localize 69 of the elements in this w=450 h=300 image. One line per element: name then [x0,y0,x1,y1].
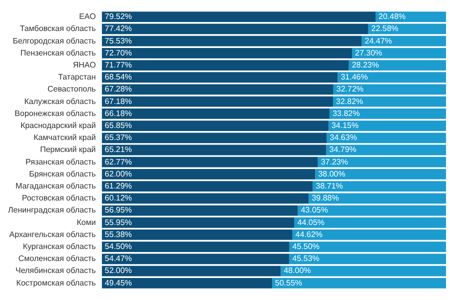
data-label: 55.38% [104,230,132,239]
data-label: 77.42% [104,24,132,34]
y-tick-label: Магаданская область [16,182,96,191]
y-tick-label: Пензенская область [20,48,96,58]
y-tick-label: Севастополь [47,84,96,94]
data-label: 45.50% [292,242,320,252]
data-label: 50.55% [275,278,302,288]
data-label: 22.58% [371,24,398,34]
data-label: 68.54% [104,72,132,82]
data-label: 62.77% [104,157,132,166]
data-label: 31.46% [340,72,368,82]
data-label: 67.28% [104,84,132,94]
data-label: 20.48% [378,12,406,22]
y-tick-label: Тамбовская область [20,24,96,34]
y-tick-label: Брянская область [29,169,96,178]
data-label: 54.47% [104,254,132,264]
y-tick-label: Калужская область [24,96,96,106]
data-label: 38.00% [318,169,346,178]
y-tick-label: Татарстан [58,72,96,82]
data-label: 39.88% [312,194,339,203]
data-label: 55.95% [104,218,132,227]
data-label: 32.72% [336,84,364,94]
y-tick-label: Курганская область [22,242,96,252]
data-label: 72.70% [104,48,132,58]
data-label: 28.23% [352,60,379,70]
data-label: 62.00% [104,169,132,178]
y-tick-label: Пермский край [40,145,96,154]
data-label: 65.85% [104,120,132,130]
y-tick-label: Челябинская область [15,266,96,276]
y-tick-label: Воронежская область [14,108,96,118]
y-tick-label: Рязанская область [26,157,96,166]
data-label: 34.15% [331,120,359,130]
data-label: 32.82% [336,96,364,106]
data-label: 61.29% [104,182,132,191]
data-label: 43.05% [300,206,328,215]
y-tick-label: Краснодарский край [20,120,96,130]
data-label: 75.53% [104,36,132,46]
data-label: 48.00% [284,266,311,276]
y-tick-label: ЕАО [79,12,96,22]
data-label: 71.77% [104,60,132,70]
y-tick-label: Архангельская область [9,230,96,239]
data-label: 65.21% [104,145,132,154]
data-label: 34.63% [330,133,357,142]
y-tick-label: ЯНАО [72,60,96,70]
data-label: 65.37% [104,133,132,142]
y-tick-label: Коми [76,218,96,227]
data-label: 34.79% [329,145,356,154]
data-label: 67.18% [104,96,132,106]
y-tick-label: Костромская область [16,278,96,288]
data-label: 44.62% [295,230,323,239]
data-label: 37.23% [320,157,348,166]
y-tick-label: Камчатский край [34,133,96,142]
data-label: 60.12% [104,194,132,203]
data-label: 45.53% [292,254,320,264]
y-tick-label: Белгородская область [12,36,96,46]
y-tick-label: Ростовская область [22,194,96,203]
data-label: 33.82% [332,108,360,118]
data-label: 79.52% [104,12,132,22]
data-label: 56.95% [104,206,132,215]
y-tick-label: Ленинградская область [8,206,96,215]
data-label: 52.00% [104,266,132,276]
data-label: 66.18% [104,108,132,118]
data-label: 38.71% [316,182,343,191]
data-label: 49.45% [104,278,132,288]
data-label: 54.50% [104,242,132,252]
data-label: 24.47% [364,36,392,46]
data-label: 44.05% [297,218,325,227]
y-tick-label: Смоленская область [18,254,96,264]
data-label: 27.30% [355,48,382,58]
